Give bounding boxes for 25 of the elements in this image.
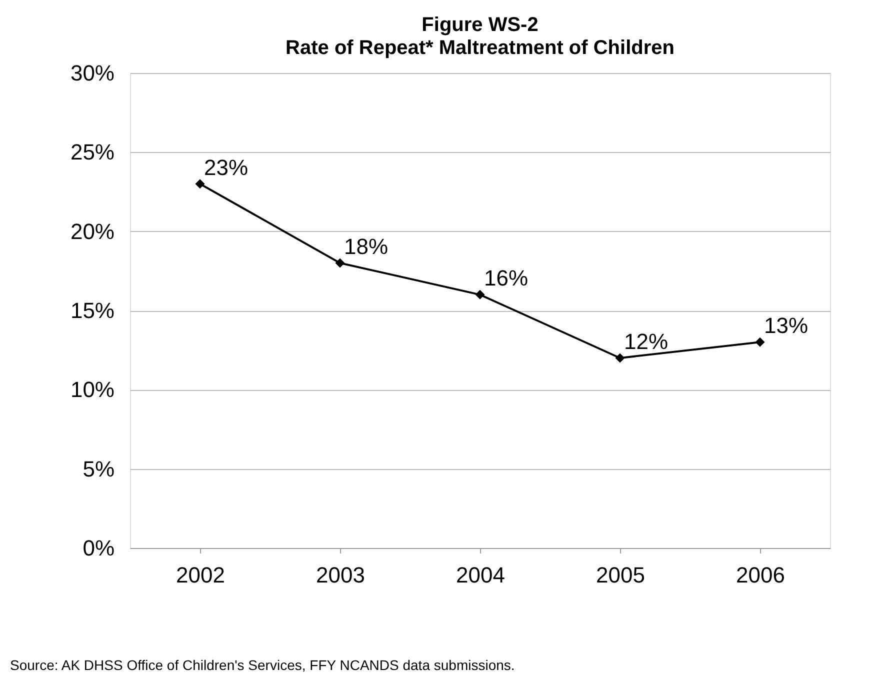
point <box>615 353 625 363</box>
point <box>195 179 205 189</box>
point <box>335 258 345 268</box>
data-label: 13% <box>764 313 808 338</box>
point <box>475 290 485 300</box>
y-tick-label: 10% <box>70 377 114 402</box>
data-label: 23% <box>204 154 248 180</box>
y-tick-label: 30% <box>70 60 114 86</box>
chart-subtitle: Rate of Repeat* Maltreatment of Children <box>286 37 674 59</box>
data-label: 16% <box>484 266 528 291</box>
data-label: 18% <box>344 234 388 259</box>
chart-title: Figure WS-2 <box>422 14 538 36</box>
data-label: 12% <box>624 329 668 354</box>
y-tick-label: 5% <box>82 456 114 482</box>
y-tick-label: 25% <box>70 140 114 165</box>
x-tick-label: 2003 <box>316 562 365 588</box>
x-tick-label: 2006 <box>736 562 785 588</box>
source-note: Source: AK DHSS Office of Children's Services, FFY NCANDS data submissions. <box>10 657 515 673</box>
x-tick-label: 2005 <box>596 562 645 588</box>
point <box>755 337 765 347</box>
x-tick-label: 2004 <box>456 562 505 588</box>
x-tick-label: 2002 <box>176 562 225 588</box>
y-tick-label: 0% <box>82 536 114 560</box>
y-tick-label: 20% <box>70 218 114 244</box>
y-tick-label: 15% <box>70 298 114 323</box>
